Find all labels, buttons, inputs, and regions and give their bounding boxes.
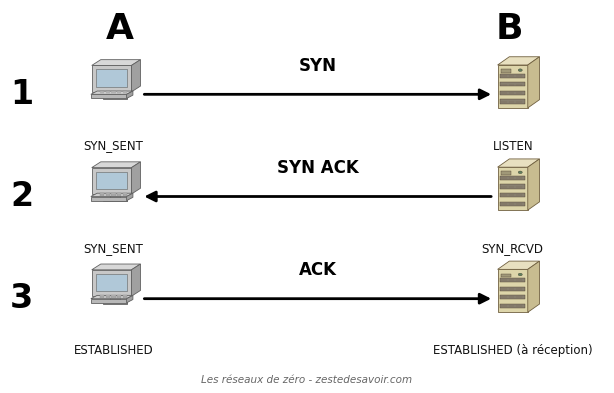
Text: 3: 3 xyxy=(10,282,33,315)
Polygon shape xyxy=(528,261,540,312)
Bar xyxy=(500,304,526,308)
FancyBboxPatch shape xyxy=(91,65,131,92)
Bar xyxy=(123,91,127,92)
Bar xyxy=(96,274,128,291)
Bar xyxy=(100,91,104,92)
Bar xyxy=(123,193,127,194)
Polygon shape xyxy=(126,91,133,98)
Bar xyxy=(112,296,116,297)
Bar xyxy=(123,194,127,195)
Polygon shape xyxy=(91,193,133,196)
Bar xyxy=(123,295,127,296)
Polygon shape xyxy=(126,193,133,200)
Bar xyxy=(111,296,120,301)
Text: 2: 2 xyxy=(10,180,33,213)
Bar xyxy=(106,91,110,92)
Bar xyxy=(106,296,110,297)
Bar xyxy=(500,171,511,175)
Bar xyxy=(500,184,526,189)
Polygon shape xyxy=(91,162,141,167)
Polygon shape xyxy=(131,60,141,92)
Bar xyxy=(117,193,122,194)
Text: LISTEN: LISTEN xyxy=(492,140,533,152)
Polygon shape xyxy=(497,57,540,65)
Bar xyxy=(106,297,110,298)
Text: B: B xyxy=(496,12,523,46)
Polygon shape xyxy=(528,159,540,210)
Bar xyxy=(500,73,526,78)
Bar xyxy=(112,297,116,298)
Bar xyxy=(91,196,126,200)
Bar xyxy=(500,274,511,277)
Bar xyxy=(123,296,127,297)
Bar xyxy=(117,194,122,195)
Text: ESTABLISHED: ESTABLISHED xyxy=(74,344,154,357)
Polygon shape xyxy=(91,60,141,65)
Bar xyxy=(104,97,127,99)
Bar xyxy=(500,91,526,95)
Bar xyxy=(117,296,122,297)
Text: SYN: SYN xyxy=(299,57,336,75)
Bar xyxy=(500,193,526,197)
Polygon shape xyxy=(528,57,540,108)
Bar xyxy=(104,301,127,304)
Bar xyxy=(112,193,116,194)
Bar xyxy=(500,176,526,180)
Bar xyxy=(117,91,122,92)
Bar xyxy=(500,69,511,73)
Bar xyxy=(117,295,122,296)
Bar xyxy=(497,167,528,210)
Text: ESTABLISHED (à réception): ESTABLISHED (à réception) xyxy=(433,344,593,357)
Bar xyxy=(100,297,104,298)
Bar xyxy=(96,172,128,189)
Polygon shape xyxy=(126,296,133,303)
Circle shape xyxy=(518,69,523,72)
Bar xyxy=(91,94,126,98)
Bar xyxy=(96,70,128,86)
Bar xyxy=(100,296,104,297)
Bar xyxy=(500,286,526,291)
Bar xyxy=(100,193,104,194)
Polygon shape xyxy=(497,261,540,269)
Bar xyxy=(500,82,526,86)
Bar xyxy=(497,269,528,312)
Text: ACK: ACK xyxy=(299,261,336,279)
Bar xyxy=(112,91,116,92)
Text: SYN_SENT: SYN_SENT xyxy=(84,140,144,152)
Bar xyxy=(104,199,127,202)
Bar xyxy=(112,295,116,296)
Polygon shape xyxy=(497,159,540,167)
Bar xyxy=(500,278,526,282)
Text: A: A xyxy=(106,12,134,46)
Polygon shape xyxy=(91,264,141,270)
Text: SYN_RCVD: SYN_RCVD xyxy=(482,242,543,255)
Text: 1: 1 xyxy=(10,78,33,111)
Circle shape xyxy=(518,171,523,174)
Bar xyxy=(117,297,122,298)
Polygon shape xyxy=(91,91,133,94)
Bar xyxy=(111,194,120,199)
Polygon shape xyxy=(131,264,141,296)
Bar xyxy=(100,194,104,195)
Polygon shape xyxy=(131,162,141,194)
Bar xyxy=(91,299,126,303)
FancyBboxPatch shape xyxy=(91,270,131,296)
Bar xyxy=(111,92,120,97)
Bar xyxy=(123,297,127,298)
Polygon shape xyxy=(91,296,133,299)
Text: SYN ACK: SYN ACK xyxy=(277,159,359,177)
Circle shape xyxy=(518,273,523,276)
Bar xyxy=(106,295,110,296)
Bar xyxy=(100,295,104,296)
Bar xyxy=(106,193,110,194)
Bar xyxy=(106,194,110,195)
Bar xyxy=(112,194,116,195)
Bar xyxy=(497,65,528,108)
Text: SYN_SENT: SYN_SENT xyxy=(84,242,144,255)
Bar xyxy=(500,295,526,299)
FancyBboxPatch shape xyxy=(91,167,131,194)
Text: Les réseaux de zéro - zestedesavoir.com: Les réseaux de zéro - zestedesavoir.com xyxy=(201,375,413,385)
Bar xyxy=(500,202,526,206)
Bar xyxy=(500,99,526,104)
